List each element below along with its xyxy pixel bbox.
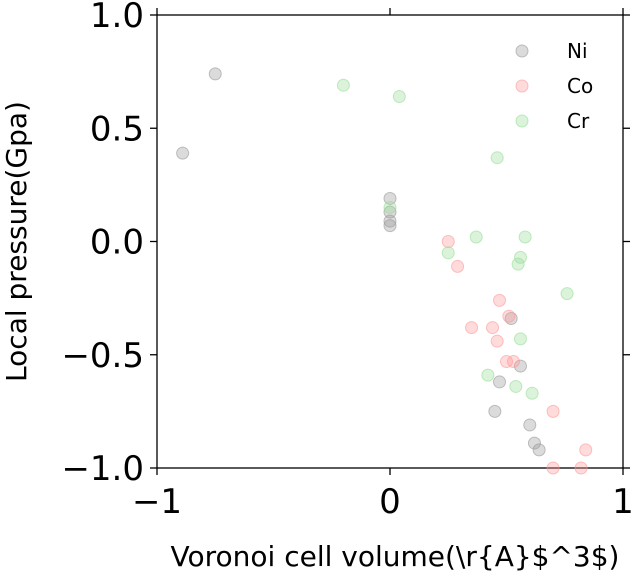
data-point-co: [506, 355, 520, 369]
data-point-cr: [513, 250, 527, 264]
data-point-cr: [490, 151, 504, 165]
y-tick-label: −1.0: [61, 449, 144, 489]
data-point-cr: [383, 201, 397, 215]
data-point-co: [574, 461, 588, 475]
data-point-ni: [488, 404, 502, 418]
data-point-cr: [469, 230, 483, 244]
data-point-co: [486, 321, 500, 335]
data-point-co: [465, 321, 479, 335]
data-point-co: [579, 443, 593, 457]
data-point-cr: [513, 332, 527, 346]
legend-label-co: Co: [567, 74, 593, 98]
data-point-ni: [504, 312, 518, 326]
data-point-ni: [383, 191, 397, 205]
data-point-cr: [511, 257, 525, 271]
data-point-cr: [525, 386, 539, 400]
plot-area: [156, 14, 624, 469]
axis-ticks: −1 0 1 −1.0 −0.5 0.0 0.5 1.0: [61, 0, 633, 522]
legend-marker-co: [515, 79, 529, 93]
y-tick-label: 1.0: [90, 0, 144, 36]
data-point-co: [500, 355, 513, 369]
y-axis-label: Local pressure(Gpa): [0, 101, 33, 382]
data-point-cr: [441, 246, 455, 260]
data-point-co: [490, 334, 504, 348]
data-point-ni: [532, 443, 546, 457]
data-points: [176, 67, 593, 475]
data-point-cr: [509, 379, 523, 393]
data-point-co: [451, 259, 465, 273]
data-point-ni: [383, 219, 397, 233]
legend-label-ni: Ni: [567, 39, 588, 63]
data-point-co: [502, 309, 516, 323]
legend-label-cr: Cr: [567, 109, 590, 133]
x-axis-label: Voronoi cell volume(\r{A}$^3$): [171, 540, 620, 573]
legend: Ni Co Cr: [515, 39, 593, 133]
y-tick-label: 0.5: [90, 109, 144, 149]
data-point-co: [546, 461, 560, 475]
data-point-ni: [383, 205, 397, 219]
data-point-co: [441, 235, 455, 248]
data-point-ni: [176, 146, 190, 160]
x-tick-label: 1: [612, 482, 634, 522]
data-point-cr: [518, 230, 532, 244]
data-point-cr: [392, 90, 406, 104]
y-tick-label: −0.5: [61, 336, 144, 376]
data-point-co: [546, 404, 560, 418]
data-point-cr: [481, 368, 495, 382]
data-point-co: [493, 293, 507, 307]
data-point-ni: [527, 436, 541, 450]
legend-marker-ni: [515, 44, 529, 58]
data-point-cr: [336, 78, 350, 92]
x-tick-label: −1: [132, 482, 182, 522]
y-tick-label: 0.0: [90, 223, 144, 263]
data-point-ni: [513, 359, 527, 373]
data-point-cr: [560, 287, 574, 301]
data-point-ni: [493, 375, 507, 389]
data-point-ni: [523, 418, 537, 432]
data-point-ni: [208, 67, 222, 81]
legend-marker-cr: [515, 114, 529, 128]
x-tick-label: 0: [379, 482, 401, 522]
data-point-ni: [383, 214, 397, 228]
